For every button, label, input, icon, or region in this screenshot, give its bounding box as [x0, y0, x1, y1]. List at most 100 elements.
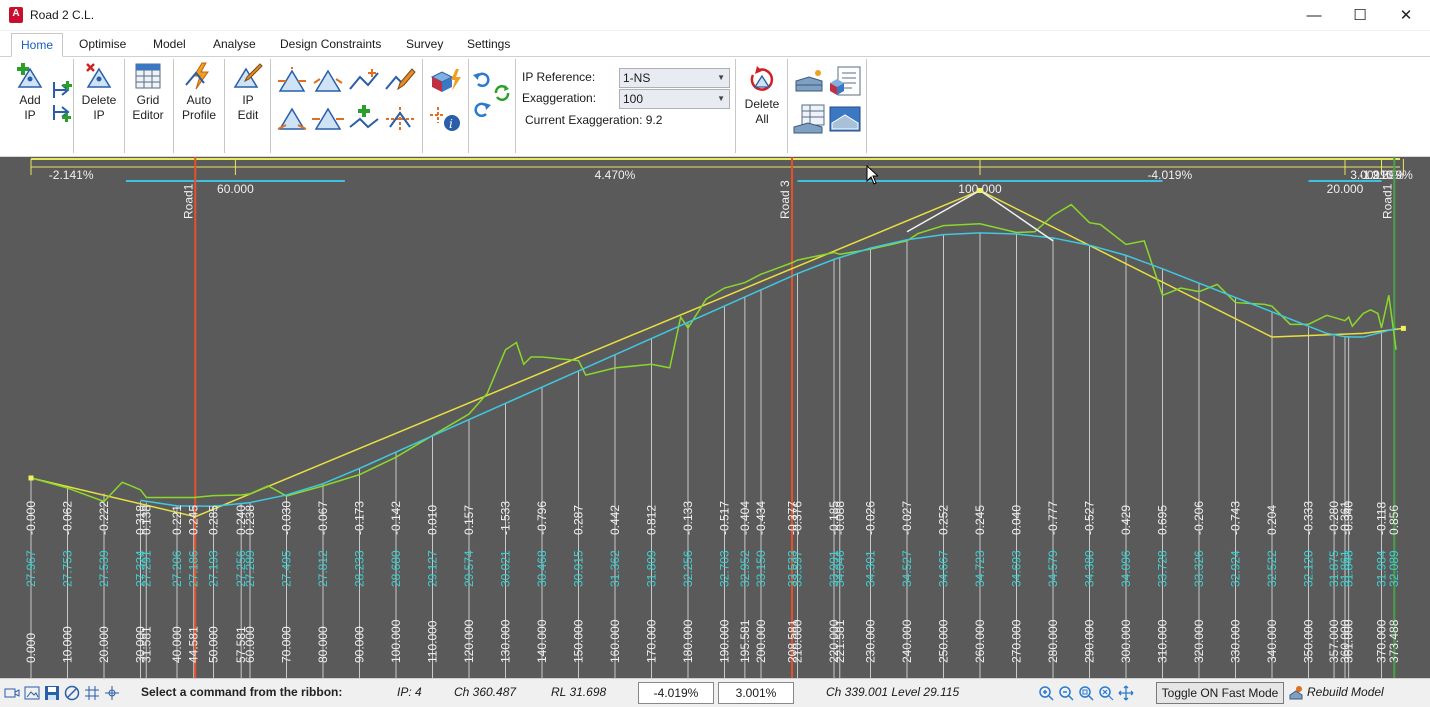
auto-profile-label-2: Profile — [181, 108, 216, 122]
move-ip-icon[interactable] — [50, 101, 74, 123]
3d-view-icon[interactable] — [428, 67, 462, 95]
tab-analyse[interactable]: Analyse — [213, 37, 256, 51]
ribbon-tabs: Home Optimise Model Analyse Design Const… — [0, 33, 1430, 57]
diff-label: -0.026 — [864, 501, 878, 535]
auto-profile-label-1: Auto — [186, 93, 212, 107]
zoom-in-icon[interactable] — [1038, 685, 1054, 701]
status-cursor-position: Ch 339.001 Level 29.115 — [826, 685, 960, 699]
vc-down-icon[interactable] — [276, 105, 308, 133]
ip-reference-select[interactable]: 1-NS ▼ — [619, 68, 730, 88]
diff-label: 0.287 — [572, 505, 586, 535]
road-marker-label: Road1 — [1380, 183, 1394, 219]
chainage-label: 170.000 — [645, 619, 659, 663]
add-ip-button[interactable]: Add IP — [8, 61, 52, 123]
design-level-label: 27.812 — [316, 550, 330, 587]
chainage-label: 190.000 — [718, 619, 732, 663]
diff-label: -0.527 — [1083, 501, 1097, 535]
minimize-button[interactable]: — — [1306, 7, 1322, 24]
no-entry-icon[interactable] — [64, 685, 80, 701]
zoom-out-icon[interactable] — [1058, 685, 1074, 701]
snap-grid-icon[interactable] — [384, 105, 416, 133]
rebuild-model-button[interactable]: Rebuild Model — [1307, 685, 1384, 699]
grade-up-left-icon[interactable] — [276, 67, 308, 95]
long-section-chart[interactable]: -2.141% 4.470% -4.019% 3.001%-1.910%2.399% 6… — [0, 157, 1430, 678]
grid-editor-label-2: Editor — [132, 108, 164, 122]
grade-in-field[interactable]: -4.019% — [638, 682, 714, 704]
snap-icon[interactable] — [104, 685, 120, 701]
chevron-down-icon: ▼ — [717, 94, 725, 103]
design-level-label: 27.256 — [234, 550, 248, 587]
tab-design-constraints[interactable]: Design Constraints — [280, 37, 382, 51]
zoom-extents-icon[interactable] — [1098, 685, 1114, 701]
pan-icon[interactable] — [1118, 685, 1134, 701]
delete-ip-button[interactable]: Delete IP — [78, 61, 120, 123]
design-level-label: 27.495 — [280, 550, 294, 587]
diff-label: -0.404 — [738, 501, 752, 535]
diff-label: -1.533 — [499, 501, 513, 535]
close-button[interactable]: ✕ — [1399, 7, 1413, 24]
maximize-button[interactable]: ☐ — [1353, 7, 1367, 24]
design-level-label: 27.291 — [139, 550, 153, 587]
sections-icon[interactable] — [794, 69, 824, 97]
insert-ip-icon[interactable] — [50, 79, 74, 101]
ip-level-icon[interactable] — [348, 67, 380, 95]
ip-info-icon[interactable]: i — [428, 105, 462, 133]
grade-label: 2.399% — [1372, 168, 1413, 182]
diff-label: -0.333 — [1302, 501, 1316, 535]
diff-label: -0.517 — [718, 501, 732, 535]
save-icon[interactable] — [44, 685, 60, 701]
grid-editor-button[interactable]: Grid Editor — [127, 61, 169, 123]
design-level-label: 27.753 — [61, 550, 75, 587]
cross-section-table-icon[interactable] — [792, 103, 826, 135]
delete-all-icon — [750, 66, 774, 91]
ip-edit-button[interactable]: IP Edit — [228, 61, 268, 123]
design-level-label: 27.539 — [97, 550, 111, 587]
design-level-label: 27.193 — [207, 550, 221, 587]
ip-grade-icon[interactable] — [312, 67, 344, 95]
chainage-label: 31.581 — [139, 626, 153, 663]
tab-model[interactable]: Model — [153, 37, 186, 51]
exaggeration-select[interactable]: 100 ▼ — [619, 89, 730, 109]
toggle-fast-mode-button[interactable]: Toggle ON Fast Mode — [1156, 682, 1284, 704]
diff-label: 0.856 — [1387, 505, 1401, 535]
grid-editor-icon — [135, 63, 161, 89]
grid-icon[interactable] — [84, 685, 100, 701]
profile-view[interactable]: -2.141% 4.470% -4.019% 3.001% -1.910% 2.399% 6… — [0, 157, 1430, 678]
delete-all-button[interactable]: Delete All — [740, 65, 784, 127]
design-level-label: 34.527 — [900, 550, 914, 587]
design-level-label: 31.809 — [645, 550, 659, 587]
tab-optimise[interactable]: Optimise — [79, 37, 127, 51]
chainage-label: 320.000 — [1192, 619, 1206, 663]
design-level-label: 31.875 — [1327, 550, 1341, 587]
exaggeration-value: 100 — [623, 92, 644, 106]
chainage-label: 0.000 — [24, 633, 38, 663]
picture-icon[interactable] — [24, 685, 40, 701]
diff-label: -0.377 — [785, 501, 799, 535]
auto-profile-button[interactable]: Auto Profile — [177, 61, 221, 123]
grade-out-field[interactable]: 3.001% — [718, 682, 794, 704]
grade-label: 4.470% — [595, 168, 636, 182]
long-section-icon[interactable] — [828, 103, 862, 135]
vc-length-icon[interactable] — [312, 105, 344, 133]
chainage-label: 90.000 — [353, 626, 367, 663]
design-level-label: 32.120 — [1302, 550, 1316, 587]
ip-pencil-icon[interactable] — [384, 67, 416, 95]
tab-survey[interactable]: Survey — [406, 37, 444, 51]
tab-home[interactable]: Home — [11, 33, 64, 57]
add-vertex-icon[interactable] — [348, 105, 380, 133]
svg-text:i: i — [449, 117, 453, 131]
camera-icon[interactable] — [4, 685, 20, 701]
refresh-icon[interactable] — [492, 83, 512, 103]
chainage-label: 330.000 — [1229, 619, 1243, 663]
tab-settings[interactable]: Settings — [467, 37, 511, 51]
zoom-window-icon[interactable] — [1078, 685, 1094, 701]
report-icon[interactable] — [828, 65, 862, 97]
design-level-label: 31.848 — [1342, 550, 1356, 587]
undo-icon[interactable] — [472, 69, 492, 89]
grade-label: -4.019% — [1147, 168, 1192, 182]
grade-label: -1.910% — [1359, 168, 1404, 182]
chainage-label: 250.000 — [937, 619, 951, 663]
diff-label: 0.429 — [1119, 505, 1133, 535]
design-level-label: 30.915 — [572, 550, 586, 587]
redo-icon[interactable] — [472, 99, 492, 119]
